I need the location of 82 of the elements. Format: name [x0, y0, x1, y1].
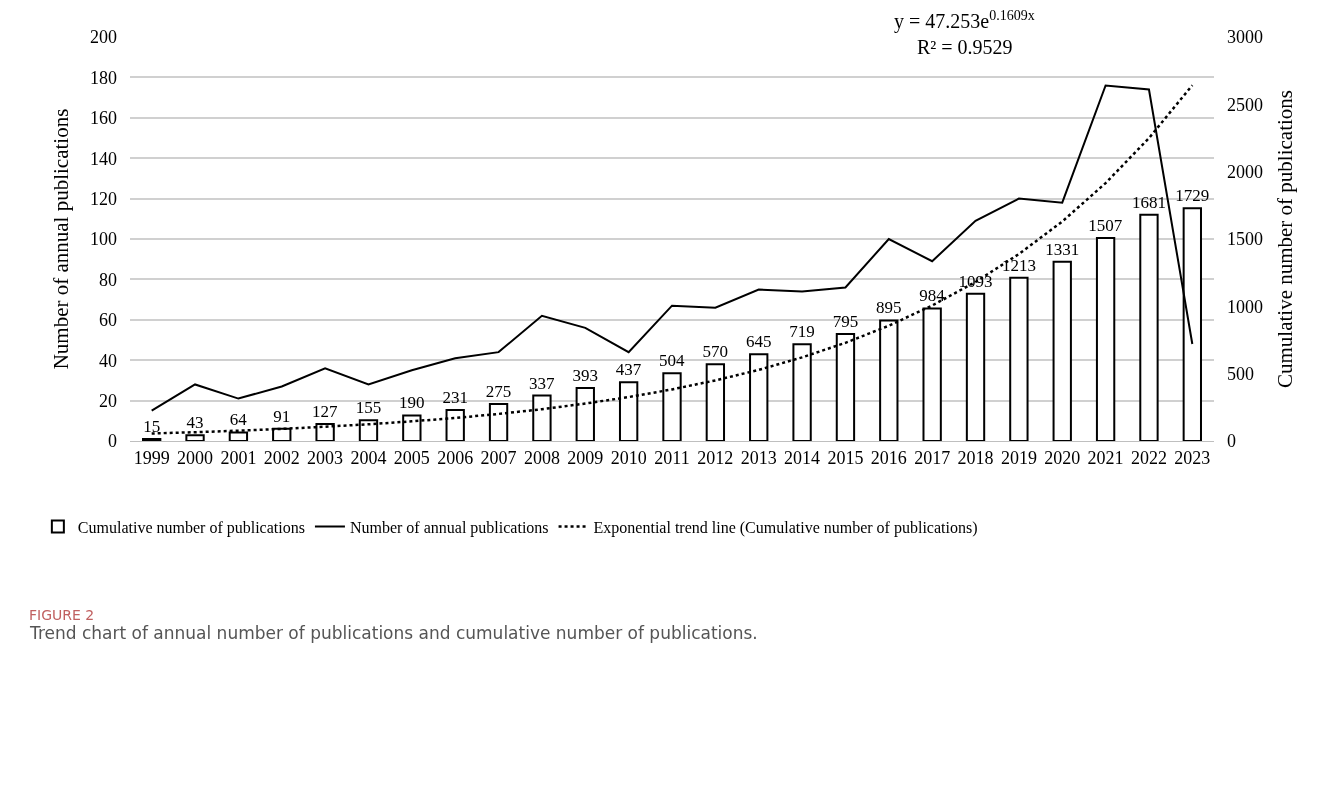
y2-tick-label: 2000 — [1227, 161, 1263, 182]
x-tick-label: 2023 — [1174, 447, 1211, 468]
y-tick-label: 60 — [99, 310, 117, 331]
x-tick-label: 2011 — [654, 447, 690, 468]
x-tick-label: 2020 — [1044, 447, 1081, 468]
y2-tick-label: 0 — [1227, 431, 1236, 452]
data-label: 91 — [273, 406, 291, 426]
x-tick-label: 2008 — [523, 447, 560, 468]
x-tick-label: 2017 — [914, 447, 951, 468]
y-tick-label: 20 — [99, 390, 117, 411]
data-label: 1681 — [1131, 192, 1166, 212]
x-tick-label: 2013 — [740, 447, 777, 468]
legend-label: Cumulative number of publications — [77, 518, 305, 537]
y-axis-title: Number of annual publications — [49, 108, 74, 370]
x-tick-label: 2004 — [350, 447, 387, 468]
caption: FIGURE 2 — [29, 607, 95, 623]
x-tick-label: 2000 — [177, 447, 214, 468]
y-tick-label: 80 — [99, 269, 117, 290]
x-tick-label: 2007 — [480, 447, 517, 468]
data-label: 275 — [485, 381, 512, 401]
x-tick-label: 2022 — [1130, 447, 1167, 468]
x-tick-label: 2019 — [1000, 447, 1037, 468]
data-label: 570 — [702, 342, 729, 362]
x-tick-label: 2012 — [697, 447, 734, 468]
data-label: 43 — [186, 413, 204, 433]
x-tick-label: 1999 — [133, 447, 170, 468]
y2-tick-label: 3000 — [1227, 27, 1263, 48]
y-tick-label: 120 — [90, 188, 117, 209]
annotation: R² = 0.9529 — [917, 36, 1013, 58]
x-tick-label: 2002 — [263, 447, 300, 468]
data-label: 895 — [876, 298, 902, 318]
y2-axis-title: Cumulative number of publications — [1273, 89, 1298, 389]
x-tick-label: 2021 — [1087, 447, 1124, 468]
y-tick-label: 100 — [90, 229, 117, 250]
data-label: 719 — [789, 322, 815, 342]
bar — [1095, 237, 1116, 441]
x-tick-label: 2016 — [870, 447, 907, 468]
data-label: 337 — [528, 373, 555, 393]
y-tick-label: 180 — [90, 67, 117, 88]
x-tick-label: 2001 — [220, 447, 257, 468]
data-label: 190 — [399, 393, 425, 413]
x-tick-label: 2006 — [437, 447, 474, 468]
y2-tick-label: 500 — [1227, 363, 1254, 384]
y2-tick-label: 2500 — [1227, 94, 1263, 115]
x-tick-label: 2010 — [610, 447, 647, 468]
x-tick-label: 2018 — [957, 447, 994, 468]
text: y = 47.253e$^{0.1609x}$ — [894, 8, 1035, 34]
x-tick-label: 2014 — [784, 447, 821, 468]
y-tick-label: 160 — [90, 108, 117, 129]
data-label: 155 — [355, 398, 382, 418]
y2-tick-label: 1500 — [1227, 229, 1263, 250]
bar — [1009, 276, 1029, 441]
legend-label: Exponential trend line (Cumulative number of publications) — [593, 518, 978, 537]
data-label: 795 — [832, 311, 859, 331]
x-tick-label: 2003 — [307, 447, 344, 468]
bar — [1139, 213, 1159, 441]
x-tick-label: 2015 — [827, 447, 864, 468]
y-tick-label: 0 — [108, 431, 117, 452]
x-tick-label: 2005 — [393, 447, 430, 468]
x-tick-label: 2009 — [567, 447, 604, 468]
data-label: 504 — [659, 351, 685, 371]
y-tick-label: 200 — [90, 27, 117, 48]
data-label: 1507 — [1088, 216, 1123, 236]
text: Trend chart of annual number of publications and cumulative number of publications. — [29, 623, 758, 643]
data-label: 1331 — [1045, 239, 1080, 259]
bar — [965, 292, 986, 441]
data-label: 984 — [919, 286, 946, 306]
data-label: 1213 — [1001, 255, 1036, 275]
data-label: 393 — [572, 366, 599, 386]
data-label: 1729 — [1175, 186, 1210, 206]
data-label: 127 — [312, 401, 339, 421]
data-label: 645 — [745, 332, 772, 352]
data-label: 15 — [143, 416, 161, 436]
legend-label: Number of annual publications — [349, 518, 549, 537]
bar — [1052, 260, 1072, 441]
y-tick-label: 140 — [90, 148, 117, 169]
y2-tick-label: 1000 — [1227, 296, 1263, 317]
bar — [142, 437, 162, 441]
y-tick-label: 40 — [99, 350, 117, 371]
data-label: 231 — [442, 387, 468, 407]
data-label: 64 — [229, 410, 248, 430]
data-label: 437 — [615, 360, 642, 380]
